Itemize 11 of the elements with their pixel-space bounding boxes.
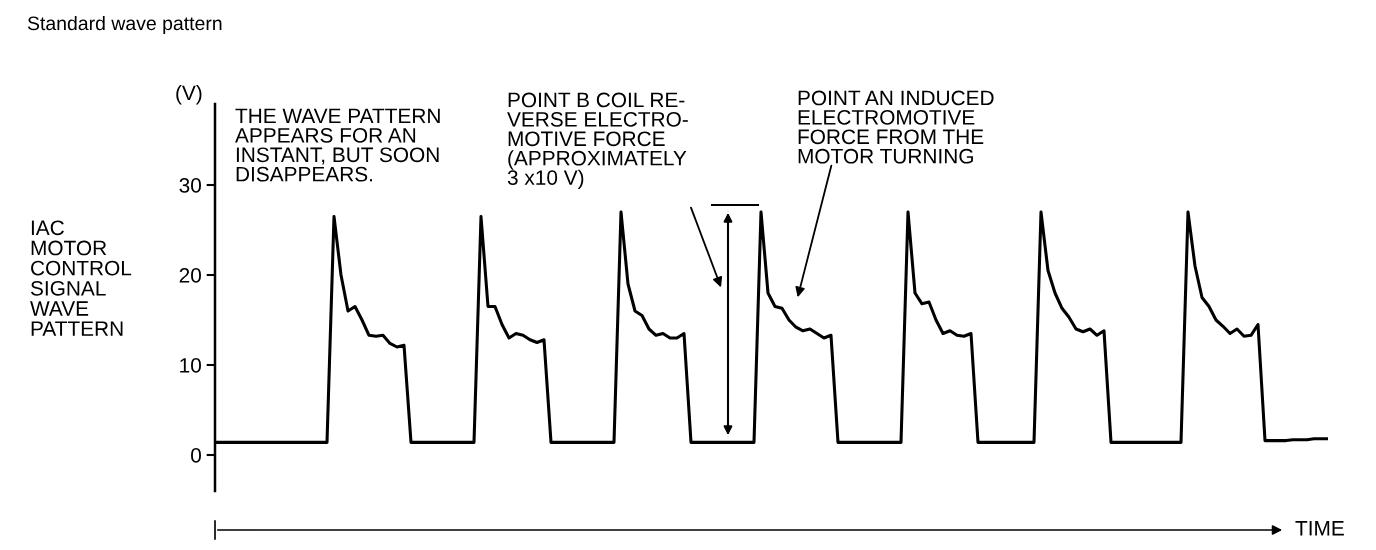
y-tick-label: 30 [179, 178, 201, 193]
y-axis-title: IAC MOTOR CONTROL SIGNAL WAVE PATTERN [30, 220, 132, 336]
annotation: THE WAVE PATTERN APPEARS FOR AN INSTANT, BUT SOON DISAPPEARS. [235, 108, 440, 182]
y-tick-label: 10 [180, 358, 201, 373]
annotation: POINT AN INDUCED ELECTROMOTIVE FORCE FROM THE MOTOR TURNING [798, 90, 994, 164]
annotation: POINT B COIL RE- VERSE ELECTRO- MOTIVE FORCE (APPROXIMATELY 3 x10 V) [507, 92, 688, 190]
text: (V) [176, 85, 202, 105]
chart-title: Standard wave pattern [27, 15, 222, 35]
x-axis-title: TIME [1295, 521, 1344, 536]
y-tick-label: 0 [191, 448, 201, 463]
y-tick-label: 20 [179, 268, 201, 283]
